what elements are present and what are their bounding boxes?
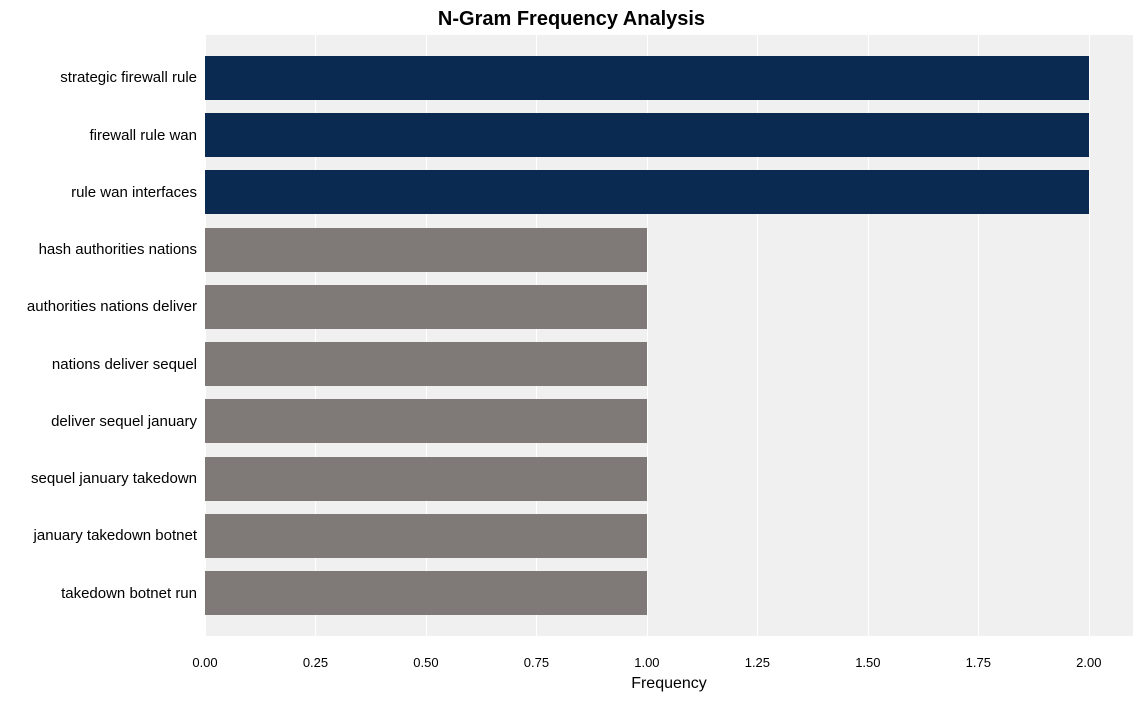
x-axis-label: Frequency xyxy=(205,675,1133,693)
bar xyxy=(205,228,647,272)
bar xyxy=(205,457,647,501)
x-tick-label: 0.75 xyxy=(524,655,549,670)
bar xyxy=(205,113,1089,157)
y-tick-label: rule wan interfaces xyxy=(0,184,197,201)
grid-line xyxy=(1089,35,1090,636)
x-tick-label: 0.50 xyxy=(413,655,438,670)
bar xyxy=(205,56,1089,100)
y-tick-label: strategic firewall rule xyxy=(0,69,197,86)
bar xyxy=(205,571,647,615)
y-tick-label: hash authorities nations xyxy=(0,241,197,258)
y-tick-label: sequel january takedown xyxy=(0,470,197,487)
x-tick-label: 0.25 xyxy=(303,655,328,670)
bar xyxy=(205,170,1089,214)
x-tick-label: 1.75 xyxy=(966,655,991,670)
x-tick-label: 0.00 xyxy=(192,655,217,670)
plot-area xyxy=(205,35,1133,636)
x-tick-label: 1.00 xyxy=(634,655,659,670)
x-tick-label: 2.00 xyxy=(1076,655,1101,670)
y-tick-label: firewall rule wan xyxy=(0,127,197,144)
bar xyxy=(205,342,647,386)
chart-title: N-Gram Frequency Analysis xyxy=(0,8,1143,31)
y-tick-label: deliver sequel january xyxy=(0,413,197,430)
y-tick-label: nations deliver sequel xyxy=(0,356,197,373)
bar xyxy=(205,285,647,329)
y-tick-label: authorities nations deliver xyxy=(0,298,197,315)
y-tick-label: takedown botnet run xyxy=(0,585,197,602)
x-tick-label: 1.50 xyxy=(855,655,880,670)
y-tick-label: january takedown botnet xyxy=(0,527,197,544)
chart-container: N-Gram Frequency Analysis strategic fire… xyxy=(0,0,1143,701)
bar xyxy=(205,514,647,558)
x-tick-label: 1.25 xyxy=(745,655,770,670)
bar xyxy=(205,399,647,443)
